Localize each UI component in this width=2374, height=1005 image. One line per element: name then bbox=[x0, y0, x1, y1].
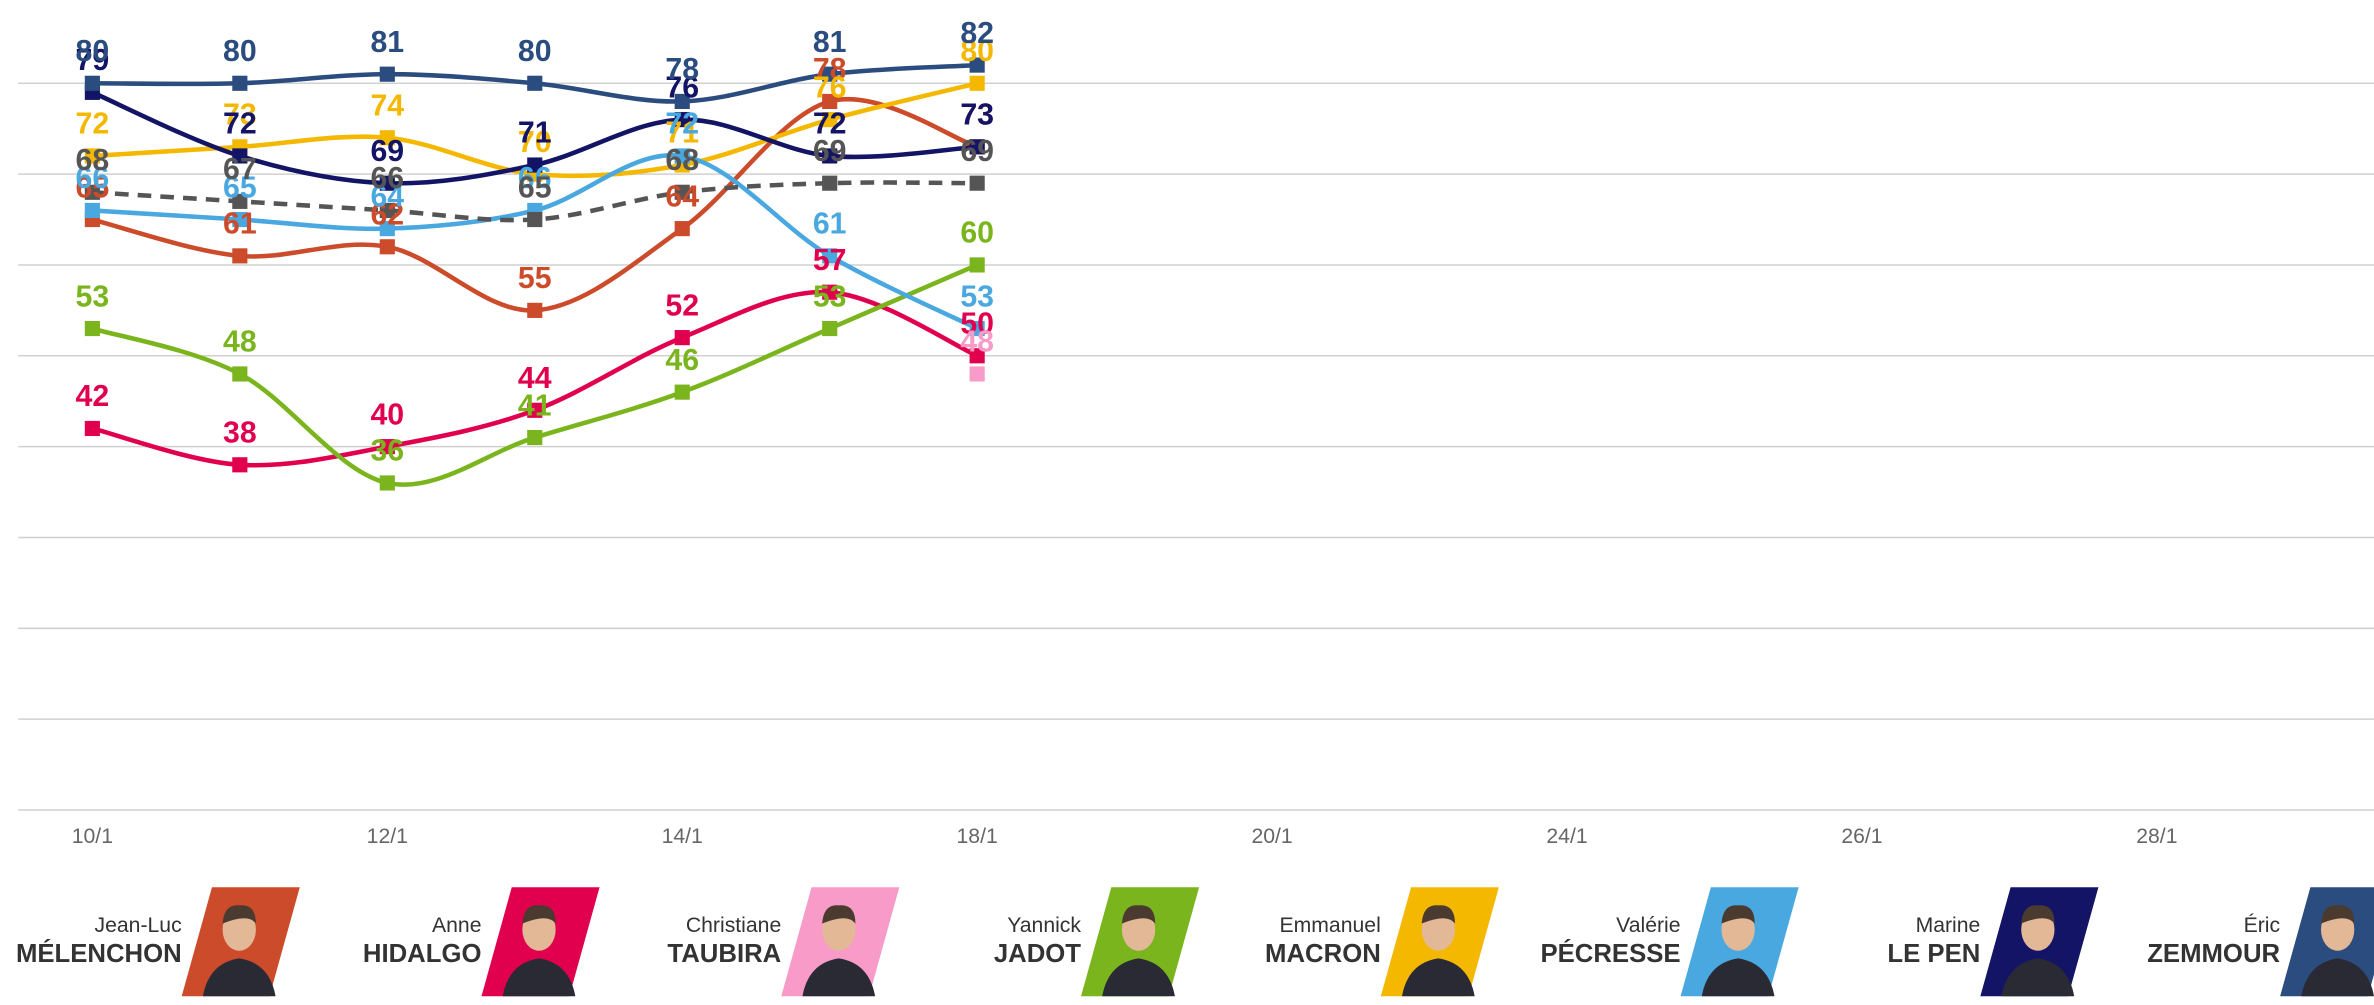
data-label: 38 bbox=[223, 417, 257, 450]
data-label: 80 bbox=[223, 35, 257, 68]
data-label: 80 bbox=[518, 35, 552, 68]
x-tick-label: 10/1 bbox=[72, 825, 113, 848]
legend-first-name: Christiane bbox=[686, 914, 781, 937]
point-marker bbox=[380, 67, 395, 82]
data-label: 36 bbox=[370, 435, 404, 468]
data-label: 48 bbox=[960, 326, 994, 359]
x-tick-label: 14/1 bbox=[662, 825, 703, 848]
legend-last-name: LE PEN bbox=[1887, 940, 1980, 968]
data-label: 46 bbox=[665, 344, 699, 377]
data-label: 61 bbox=[813, 208, 847, 241]
point-marker bbox=[970, 76, 985, 91]
point-marker bbox=[822, 176, 837, 191]
legend-last-name: MÉLENCHON bbox=[16, 939, 182, 968]
legend-first-name: Éric bbox=[2244, 912, 2281, 937]
data-label: 42 bbox=[76, 380, 110, 413]
data-label: 71 bbox=[518, 117, 552, 150]
point-marker bbox=[85, 203, 100, 218]
x-tick-label: 12/1 bbox=[367, 825, 408, 848]
data-label: 53 bbox=[813, 280, 847, 313]
x-tick-label: 26/1 bbox=[1841, 825, 1882, 848]
data-label: 80 bbox=[76, 35, 110, 68]
data-label: 64 bbox=[665, 180, 699, 213]
point-marker bbox=[85, 421, 100, 436]
data-label: 68 bbox=[665, 144, 699, 177]
legend-last-name: ZEMMOUR bbox=[2147, 940, 2280, 968]
point-marker bbox=[85, 321, 100, 336]
point-marker bbox=[232, 366, 247, 381]
x-tick-label: 20/1 bbox=[1251, 825, 1292, 848]
data-label: 52 bbox=[665, 289, 699, 322]
data-label: 67 bbox=[223, 153, 257, 186]
data-label: 81 bbox=[370, 26, 404, 59]
data-label: 60 bbox=[960, 217, 994, 250]
point-marker bbox=[970, 176, 985, 191]
point-marker bbox=[232, 248, 247, 263]
data-label: 69 bbox=[813, 135, 847, 168]
x-tick-label: 28/1 bbox=[2136, 825, 2177, 848]
data-label: 68 bbox=[76, 144, 110, 177]
point-marker bbox=[527, 303, 542, 318]
data-label: 72 bbox=[76, 108, 110, 141]
legend: Jean-LucMÉLENCHON Anne HIDALGO Christiane TA… bbox=[16, 887, 2374, 996]
data-label: 73 bbox=[960, 99, 994, 132]
legend-first-name: Yannick bbox=[1007, 914, 1081, 937]
legend-first-name: Marine bbox=[1916, 914, 1981, 937]
data-label: 72 bbox=[223, 108, 257, 141]
legend-last-name: PÉCRESSE bbox=[1540, 939, 1680, 968]
plot-area: 6561625564787342384044525750485348364146… bbox=[76, 17, 994, 491]
legend-last-name: TAUBIRA bbox=[667, 940, 781, 968]
legend-last-name: JADOT bbox=[994, 940, 1081, 968]
legend-first-name: Emmanuel bbox=[1280, 914, 1381, 937]
point-marker bbox=[527, 430, 542, 445]
point-marker bbox=[675, 385, 690, 400]
data-label: 65 bbox=[518, 171, 552, 204]
data-label: 76 bbox=[813, 71, 847, 104]
point-marker bbox=[380, 239, 395, 254]
point-marker bbox=[232, 76, 247, 91]
legend-last-name: HIDALGO bbox=[363, 940, 482, 968]
point-marker bbox=[85, 76, 100, 91]
data-label: 61 bbox=[223, 208, 257, 241]
legend-last-name: MACRON bbox=[1265, 940, 1381, 968]
data-label: 53 bbox=[960, 280, 994, 313]
data-label: 81 bbox=[813, 26, 847, 59]
data-label: 78 bbox=[665, 53, 699, 86]
data-label: 74 bbox=[370, 89, 404, 122]
data-label: 69 bbox=[960, 135, 994, 168]
point-marker bbox=[970, 366, 985, 381]
x-tick-label: 24/1 bbox=[1546, 825, 1587, 848]
point-marker bbox=[380, 475, 395, 490]
legend-first-name: Jean-Luc bbox=[95, 914, 183, 937]
point-marker bbox=[527, 76, 542, 91]
legend-first-name: Anne bbox=[432, 914, 481, 937]
point-marker bbox=[970, 257, 985, 272]
data-label: 82 bbox=[960, 17, 994, 50]
data-label: 72 bbox=[665, 108, 699, 141]
chart: 10/112/114/118/120/124/126/128/1 6561625… bbox=[0, 0, 2374, 1000]
legend-first-name: Valérie bbox=[1616, 914, 1680, 937]
x-tick-label: 18/1 bbox=[957, 825, 998, 848]
point-marker bbox=[527, 212, 542, 227]
point-marker bbox=[232, 457, 247, 472]
data-label: 55 bbox=[518, 262, 552, 295]
data-label: 48 bbox=[223, 326, 257, 359]
data-label: 40 bbox=[370, 398, 404, 431]
point-marker bbox=[822, 321, 837, 336]
data-label: 41 bbox=[518, 389, 552, 422]
page: {"chart_data": {"type": "line", "categor… bbox=[0, 0, 2374, 1000]
data-label: 66 bbox=[370, 162, 404, 195]
data-label: 57 bbox=[813, 244, 847, 277]
data-label: 53 bbox=[76, 280, 110, 313]
point-marker bbox=[675, 221, 690, 236]
